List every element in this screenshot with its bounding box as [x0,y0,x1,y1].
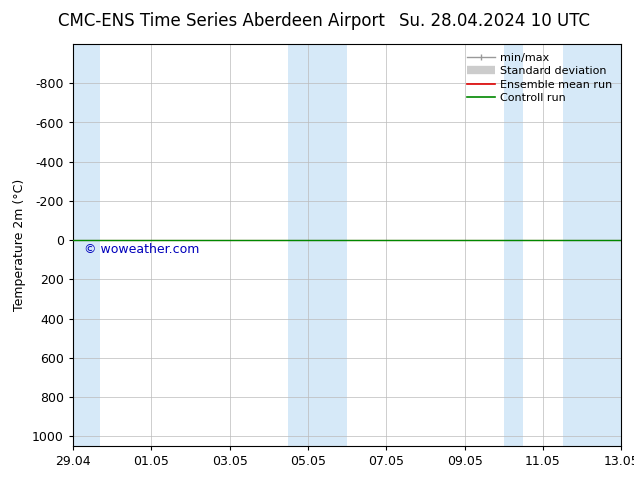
Bar [504,44,524,446]
Bar [328,44,347,446]
Text: Su. 28.04.2024 10 UTC: Su. 28.04.2024 10 UTC [399,12,590,30]
Text: CMC-ENS Time Series Aberdeen Airport: CMC-ENS Time Series Aberdeen Airport [58,12,385,30]
Y-axis label: Temperature 2m (°C): Temperature 2m (°C) [13,179,27,311]
Bar [562,44,621,446]
Bar [73,44,100,446]
Bar [288,44,328,446]
Legend: min/max, Standard deviation, Ensemble mean run, Controll run: min/max, Standard deviation, Ensemble me… [463,49,616,106]
Text: © woweather.com: © woweather.com [84,243,199,256]
